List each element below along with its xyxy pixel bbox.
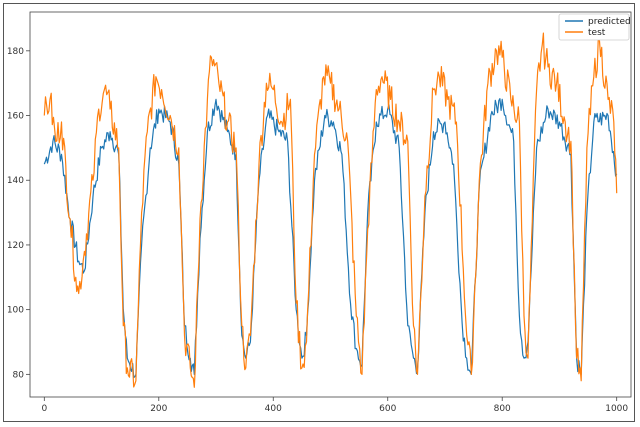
x-tick-label: 600 — [379, 404, 396, 414]
legend-label-test: test — [588, 28, 606, 38]
x-tick-label: 400 — [265, 404, 282, 414]
y-tick-label: 160 — [7, 112, 24, 122]
x-axis: 0 200 400 600 800 1000 — [41, 397, 628, 414]
y-tick-label: 140 — [7, 176, 24, 186]
x-tick-label: 200 — [150, 404, 167, 414]
y-axis: 80 100 120 140 160 180 — [7, 47, 30, 380]
series-layer — [43, 32, 618, 388]
x-tick-label: 800 — [494, 404, 511, 414]
y-tick-label: 180 — [7, 47, 24, 57]
x-tick-label: 0 — [41, 404, 47, 414]
y-tick-label: 80 — [13, 370, 25, 380]
y-tick-label: 100 — [7, 306, 24, 316]
legend-label-predicted: predicted — [588, 17, 631, 27]
plot-area — [29, 11, 632, 398]
x-tick-label: 1000 — [605, 404, 628, 414]
y-tick-label: 120 — [7, 241, 24, 251]
series-line-test — [43, 32, 618, 388]
legend: predicted test — [558, 13, 631, 41]
